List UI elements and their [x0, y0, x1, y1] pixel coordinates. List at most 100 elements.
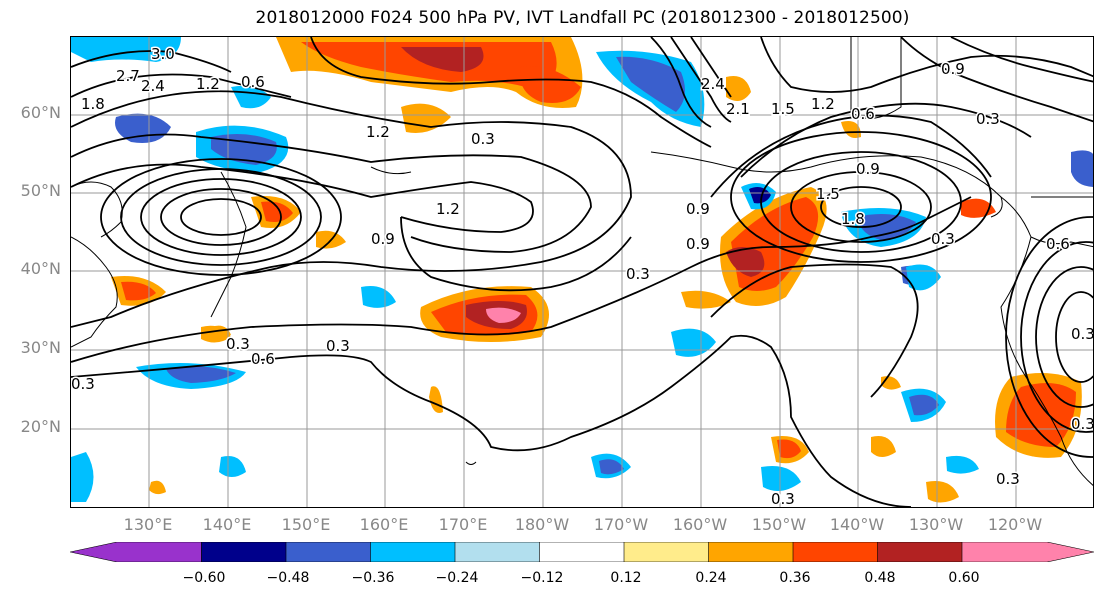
coastlines: [71, 37, 1093, 486]
contour-label: 1.2: [811, 95, 835, 113]
lon-label: 140°W: [829, 515, 885, 534]
contour-label: 2.4: [141, 77, 165, 95]
contour-label: 0.6: [241, 73, 265, 91]
positive-anomaly-region: [871, 436, 896, 457]
colorbar-segment: [201, 542, 287, 562]
lon-label: 140°E: [202, 515, 252, 534]
colorbar: [70, 542, 1094, 562]
contour-label: 0.3: [976, 110, 1000, 128]
contour-label: 0.3: [626, 265, 650, 283]
contour-label: 0.3: [226, 335, 250, 353]
contour-label: 1.2: [196, 75, 220, 93]
contour-label: 0.3: [931, 230, 955, 248]
lon-label: 130°E: [123, 515, 173, 534]
colorbar-segment: [708, 542, 794, 562]
colorbar-segment: [623, 542, 710, 562]
positive-anomaly-region: [401, 103, 451, 133]
contour-label: 0.3: [326, 337, 350, 355]
contour-label: 0.3: [996, 470, 1020, 488]
colorbar-tick: 0.24: [695, 570, 727, 586]
colorbar-tick: −0.24: [435, 570, 479, 586]
lon-label: 170°E: [438, 515, 488, 534]
lon-label: 150°W: [751, 515, 807, 534]
colorbar-tick: −0.60: [182, 570, 226, 586]
contour-label: 3.0: [151, 45, 175, 63]
contour-label: 1.8: [841, 210, 865, 228]
positive-anomaly-region: [681, 290, 731, 309]
contour-label: 0.3: [1071, 415, 1094, 433]
colorbar-tick: 0.48: [864, 570, 896, 586]
colorbar-segment: [792, 542, 879, 562]
negative-anomaly-region: [219, 456, 246, 477]
colorbar-segment: [877, 542, 963, 562]
positive-anomaly-region: [777, 439, 801, 459]
contour-label: 1.2: [366, 123, 390, 141]
contour-label: 0.3: [771, 490, 795, 508]
contour-label: 0.9: [686, 200, 710, 218]
negative-anomaly-region: [599, 459, 624, 475]
negative-anomaly-region: [211, 133, 277, 165]
positive-anomaly-region: [486, 307, 521, 323]
contour-label: 1.5: [816, 185, 840, 203]
pv-contours: [71, 37, 1093, 507]
contour-label: 0.9: [371, 230, 395, 248]
colorbar-segment: [454, 542, 541, 562]
lat-label-40n: 40°N: [20, 259, 61, 278]
negative-anomaly-region: [166, 366, 236, 383]
contour-labels: 3.02.72.41.81.2 0.61.20.91.2 0.30.90.3 0.30…: [71, 44, 1094, 508]
contour-label: 0.9: [856, 160, 880, 178]
contour-label: 0.9: [941, 60, 965, 78]
positive-anomaly-region: [841, 121, 861, 138]
positive-anomaly-region: [726, 76, 751, 101]
lat-label-30n: 30°N: [20, 338, 61, 357]
colorbar-tick: 0.36: [779, 570, 811, 586]
positive-anomaly-region: [211, 325, 231, 339]
negative-anomaly-region: [856, 213, 916, 240]
positive-anomaly-region: [401, 47, 484, 72]
lon-label: 150°E: [281, 515, 331, 534]
negative-anomaly-region: [909, 394, 939, 416]
positive-anomaly-region: [301, 42, 557, 92]
negative-anomaly-region: [761, 466, 801, 491]
lat-label-20n: 20°N: [20, 417, 61, 436]
colorbar-tick: −0.36: [351, 570, 395, 586]
colorbar-segment: [961, 542, 1094, 562]
contour-label: 1.2: [436, 200, 460, 218]
negative-anomaly-region: [115, 113, 171, 143]
contour-label: 1.8: [81, 95, 105, 113]
contour-label: 0.3: [1071, 325, 1094, 343]
negative-anomaly-region: [1071, 150, 1093, 187]
map-title: 2018012000 F024 500 hPa PV, IVT Landfall…: [255, 8, 910, 28]
colorbar-tick: 0.60: [948, 570, 980, 586]
colorbar-segment: [370, 542, 456, 562]
negative-anomaly-region: [361, 286, 396, 308]
negative-anomaly-region: [906, 264, 941, 291]
positive-anomaly-region: [149, 480, 166, 495]
lon-label: 120°W: [987, 515, 1043, 534]
map-svg: 3.02.72.41.81.2 0.61.20.91.2 0.30.90.3 0.30…: [71, 37, 1094, 508]
contour-label: 0.6: [851, 105, 875, 123]
contour-label: 0.3: [71, 375, 95, 393]
colorbar-segment: [70, 542, 202, 562]
negative-anomaly-region: [616, 56, 685, 112]
negative-anomaly-region: [671, 328, 716, 357]
positive-anomaly-region: [926, 481, 959, 503]
positive-anomaly-region: [520, 66, 581, 103]
colorbar-tick: 0.12: [610, 570, 642, 586]
positive-anomaly-region: [429, 386, 443, 413]
contour-label: 2.1: [726, 100, 750, 118]
contour-label: 0.6: [251, 350, 275, 368]
colorbar-tick: −0.12: [520, 570, 564, 586]
contour-label: 0.9: [686, 235, 710, 253]
lon-label: 170°W: [593, 515, 649, 534]
positive-anomaly-region: [121, 281, 156, 301]
lat-label-60n: 60°N: [20, 103, 61, 122]
map-gridlines: [71, 37, 1093, 507]
lat-label-50n: 50°N: [20, 181, 61, 200]
colorbar-tick: −0.48: [266, 570, 310, 586]
negative-anomaly-region: [71, 452, 94, 502]
contour-label: 1.5: [771, 100, 795, 118]
negative-anomaly-region: [71, 37, 181, 62]
contour-label: 0.6: [1046, 235, 1070, 253]
colorbar-segment: [539, 542, 625, 562]
